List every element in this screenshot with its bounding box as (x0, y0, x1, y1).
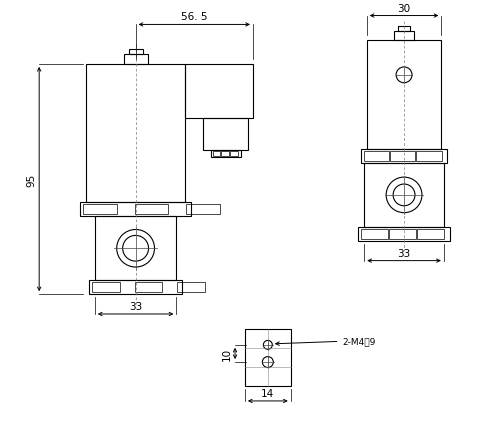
Bar (398, 28, 410, 32)
Bar (245, 329, 291, 386)
Text: 30: 30 (398, 3, 411, 13)
Text: 95: 95 (26, 173, 36, 186)
Bar (364, 163, 444, 227)
Bar (203, 119, 248, 150)
Text: 2-M4淸9: 2-M4淸9 (276, 336, 376, 346)
Bar (185, 65, 253, 119)
Bar (230, 151, 238, 157)
Bar (417, 230, 444, 240)
Bar (362, 230, 388, 240)
Bar (95, 217, 176, 281)
Bar (124, 55, 147, 65)
Bar (390, 151, 415, 161)
Bar (389, 230, 416, 240)
Bar (211, 150, 241, 157)
Bar (221, 151, 229, 157)
Bar (129, 50, 143, 55)
Bar (361, 150, 447, 163)
Bar (92, 283, 120, 292)
Text: 56. 5: 56. 5 (181, 12, 208, 22)
Bar (367, 41, 442, 150)
Bar (134, 283, 162, 292)
Bar (86, 65, 185, 203)
Bar (394, 32, 414, 41)
Bar (187, 205, 220, 215)
Bar (177, 283, 205, 292)
Text: 33: 33 (398, 248, 411, 258)
Bar (89, 281, 182, 295)
Bar (416, 151, 442, 161)
Text: 14: 14 (261, 388, 274, 398)
Bar (80, 203, 191, 217)
Bar (358, 227, 450, 241)
Text: 33: 33 (129, 301, 142, 311)
Bar (134, 205, 168, 215)
Bar (83, 205, 117, 215)
Text: 10: 10 (222, 347, 232, 360)
Bar (364, 151, 389, 161)
Bar (213, 151, 220, 157)
